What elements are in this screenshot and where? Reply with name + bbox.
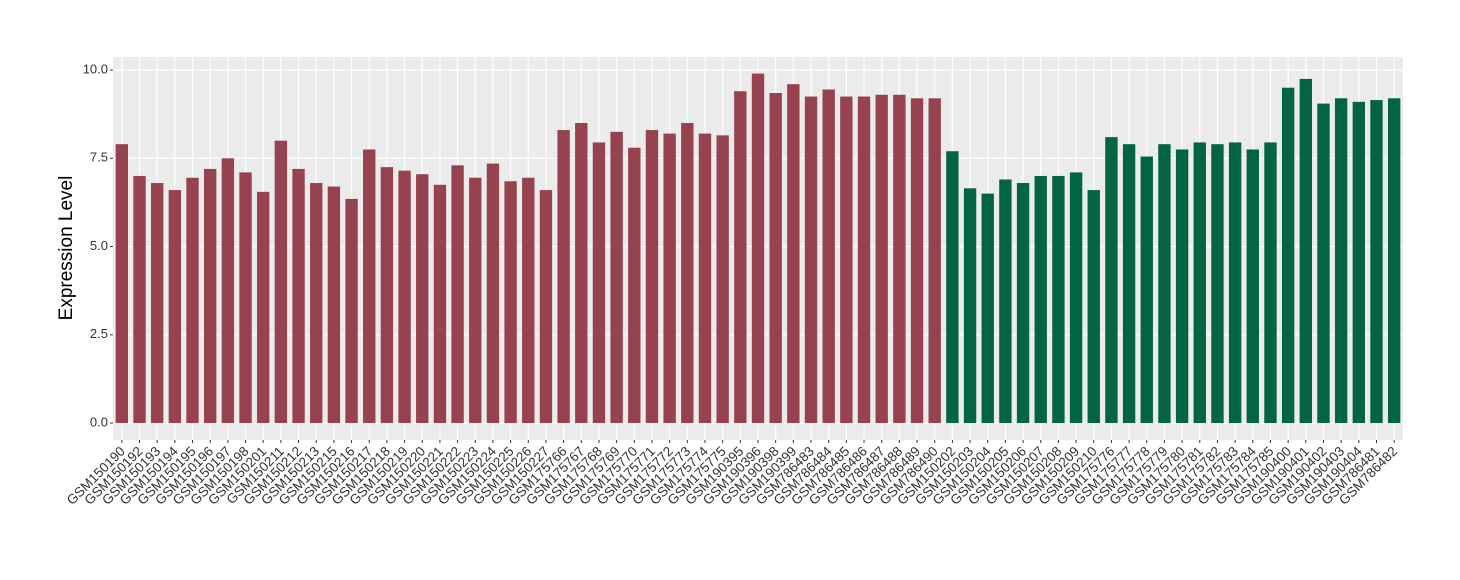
bar: [910, 98, 924, 424]
y-tick-label: 0.0: [90, 414, 108, 429]
bar: [115, 144, 129, 424]
bar: [1105, 137, 1118, 424]
bar: [504, 181, 517, 424]
bar: [1370, 100, 1383, 424]
bar: [857, 96, 871, 424]
bar: [1175, 149, 1189, 424]
bar: [327, 186, 341, 424]
bar: [1122, 144, 1136, 424]
bar: [398, 170, 411, 424]
bar: [663, 133, 676, 424]
bar: [716, 135, 729, 424]
bar: [451, 165, 464, 424]
bar: [1317, 103, 1330, 424]
bar: [575, 123, 588, 424]
bar: [1140, 156, 1153, 424]
bar: [1264, 142, 1277, 424]
bar: [928, 98, 941, 424]
bar: [963, 188, 977, 424]
bar: [416, 174, 429, 424]
bar: [486, 163, 500, 424]
bar: [1016, 183, 1030, 424]
bar: [239, 172, 252, 424]
bar: [628, 147, 641, 424]
y-tick-label: 5.0: [90, 238, 108, 253]
bar: [345, 198, 358, 424]
bar: [1334, 98, 1348, 424]
bar: [769, 93, 782, 424]
bar: [1246, 149, 1259, 424]
bar: [787, 84, 800, 424]
bar: [1352, 101, 1366, 424]
bar: [1211, 144, 1224, 424]
bar: [804, 96, 818, 424]
bar: [1034, 175, 1047, 424]
bar: [840, 96, 853, 424]
bar: [981, 193, 994, 424]
bar: [133, 175, 146, 424]
bar: [1193, 142, 1206, 424]
bar: [310, 183, 323, 424]
bar: [186, 177, 199, 424]
y-tick-label: 10.0: [83, 61, 108, 76]
bar: [681, 123, 694, 424]
bar: [221, 158, 235, 424]
bar: [274, 140, 288, 424]
bar: [204, 168, 217, 424]
bar: [292, 168, 305, 424]
bar: [893, 94, 906, 424]
bar: [946, 151, 959, 424]
y-tick-label: 2.5: [90, 326, 108, 341]
bar: [751, 73, 765, 424]
bar: [698, 133, 712, 424]
bar: [822, 89, 835, 424]
bar: [557, 130, 570, 424]
bar: [875, 94, 888, 424]
bar: [539, 190, 553, 424]
bar: [1052, 175, 1065, 424]
bar: [1299, 78, 1312, 424]
bar: [168, 190, 182, 424]
y-axis-label: Expression Level: [56, 176, 77, 321]
bar: [150, 183, 164, 424]
bar: [1069, 172, 1083, 424]
bar: [469, 177, 482, 424]
bar: [1087, 190, 1100, 424]
bar: [1228, 142, 1242, 424]
bar: [999, 179, 1012, 424]
y-tick-label: 7.5: [90, 150, 108, 165]
bar: [734, 91, 747, 424]
bar: [592, 142, 606, 424]
bar: [610, 131, 623, 424]
bar: [1158, 144, 1171, 424]
bar: [257, 191, 270, 424]
bar: [1281, 87, 1295, 424]
bar: [433, 184, 447, 424]
bar: [1387, 98, 1401, 424]
bar: [363, 149, 376, 424]
bar: [645, 130, 659, 424]
bar: [380, 167, 394, 424]
bar: [522, 177, 535, 424]
